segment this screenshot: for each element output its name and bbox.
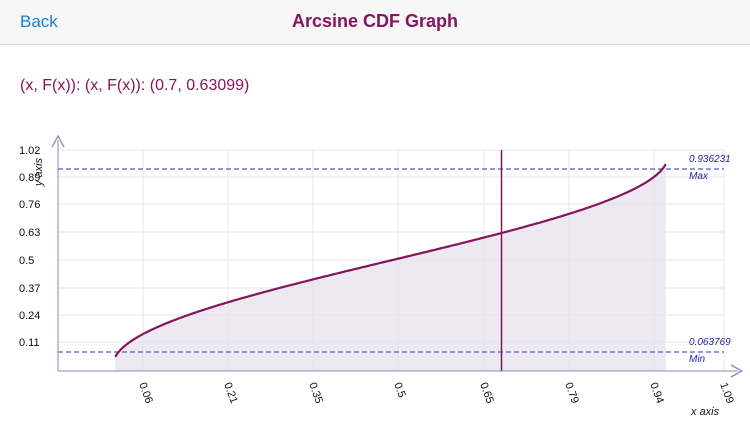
x-tick-label: 0.06 [136, 381, 155, 405]
page-title: Arcsine CDF Graph [291, 11, 459, 31]
x-tick-label: 0.35 [306, 381, 325, 405]
x-tick-label: 0.94 [647, 381, 666, 405]
y-tick-label: 0.76 [19, 199, 40, 211]
y-axis-arrow-icon [51, 134, 65, 148]
cdf-area-fill [115, 164, 666, 371]
y-tick-label: 0.11 [19, 337, 40, 349]
min-value-label: 0.063769 [689, 337, 731, 348]
cdf-curve [114, 163, 667, 358]
x-axis-title: x axis [690, 406, 720, 418]
x-tick-labels: 0.06 0.21 0.35 0.5 0.65 0.79 0.94 1.09 [136, 381, 736, 405]
x-tick-label: 0.21 [221, 381, 240, 405]
y-tick-label: 0.24 [19, 310, 40, 322]
max-label: Max [689, 171, 709, 182]
y-tick-label: 0.37 [19, 283, 40, 295]
back-button[interactable]: Back [20, 12, 58, 31]
y-tick-label: 1.02 [19, 145, 40, 157]
x-tick-label: 0.65 [477, 381, 496, 405]
max-value-label: 0.936231 [689, 154, 731, 165]
x-tick-label: 0.5 [391, 381, 408, 399]
y-tick-label: 0.89 [19, 172, 40, 184]
x-tick-label: 1.09 [717, 381, 736, 405]
y-tick-label: 0.63 [19, 227, 40, 239]
x-axis-arrow-icon [730, 364, 744, 378]
y-axis-title: y axis [33, 157, 45, 187]
y-tick-label: 0.5 [19, 255, 34, 267]
y-tick-labels: 0.11 0.24 0.37 0.5 0.63 0.76 0.89 1.02 [19, 145, 40, 349]
selected-point-readout: (x, F(x)): (x, F(x)): (0.7, 0.63099) [20, 77, 250, 94]
navigation-bar: Back Arcsine CDF Graph [0, 0, 750, 45]
readout-value: (x, F(x)): (0.7, 0.63099) [84, 77, 250, 94]
x-tick-label: 0.79 [562, 381, 581, 405]
min-label: Min [689, 354, 706, 365]
